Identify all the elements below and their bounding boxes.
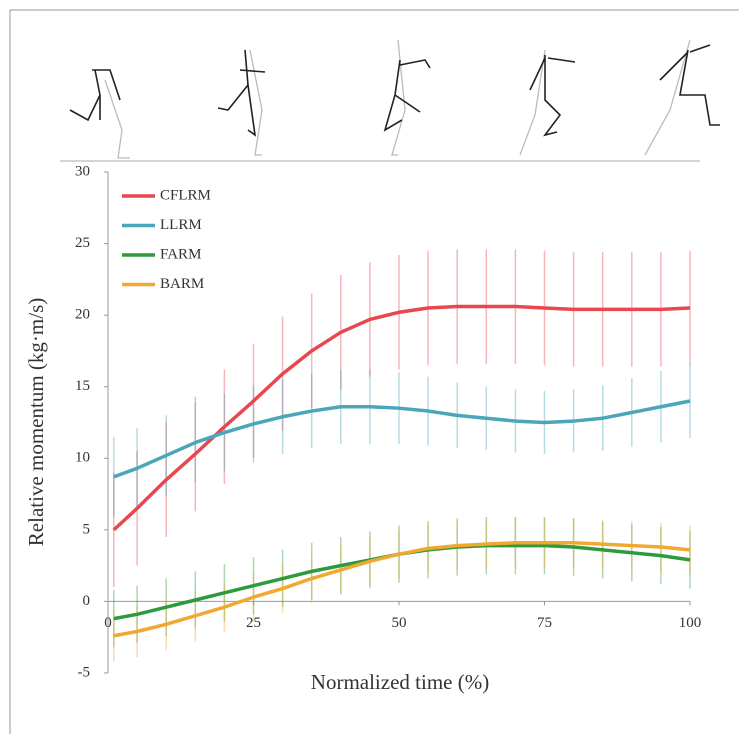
stick-figures [69, 39, 720, 159]
legend-label: FARM [160, 246, 201, 262]
x-tick-label: 100 [679, 615, 702, 631]
x-tick-label: 0 [104, 615, 112, 631]
y-tick-label: 20 [75, 307, 90, 323]
legend-label: LLRM [160, 217, 202, 233]
y-tick-label: 0 [83, 593, 91, 609]
series-line [112, 304, 691, 532]
y-tick-label: -5 [78, 664, 91, 680]
y-tick-label: 5 [83, 521, 91, 537]
legend-label: BARM [160, 276, 204, 292]
x-tick-label: 75 [537, 615, 552, 631]
x-tick-label: 50 [392, 615, 407, 631]
series-line [113, 543, 691, 621]
legend-label: CFLRM [160, 187, 211, 203]
y-axis-label: Relative momentum (kg·m/s) [24, 298, 48, 546]
frame [9, 9, 739, 734]
x-tick-label: 25 [246, 615, 261, 631]
y-tick-label: 15 [75, 378, 90, 394]
y-tick-label: 30 [75, 163, 90, 179]
series-line [113, 540, 691, 638]
x-axis-label: Normalized time (%) [311, 670, 489, 694]
y-tick-label: 10 [75, 450, 90, 466]
y-tick-label: 25 [75, 235, 90, 251]
series-line [113, 399, 691, 479]
